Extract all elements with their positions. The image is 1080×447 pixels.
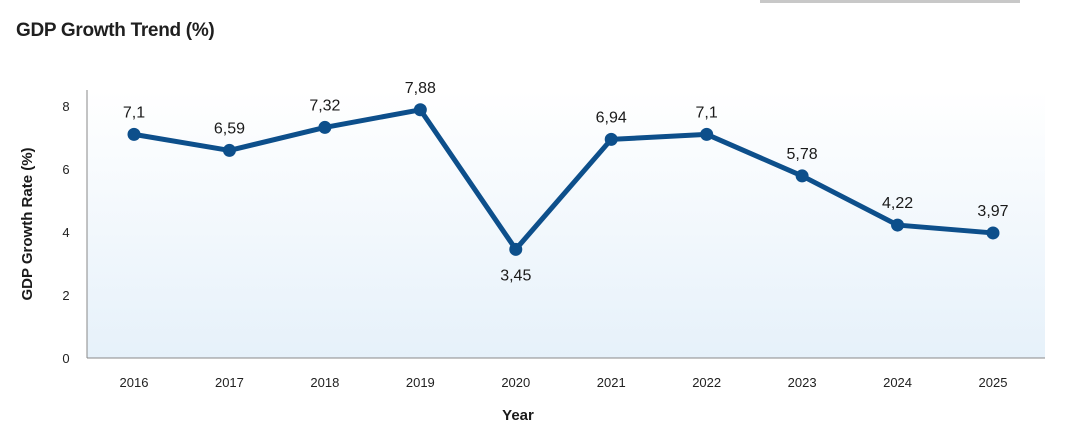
data-point <box>318 120 332 134</box>
x-tick-label: 2022 <box>692 375 721 390</box>
y-tick-label: 2 <box>62 288 69 303</box>
x-tick-label: 2018 <box>310 375 339 390</box>
data-label: 7,1 <box>696 104 718 121</box>
data-point <box>413 103 427 117</box>
y-tick-label: 4 <box>62 225 69 240</box>
header-divider <box>760 0 1020 3</box>
y-tick-label: 0 <box>62 351 69 366</box>
data-point <box>127 127 141 141</box>
data-point <box>700 127 714 141</box>
y-tick-labels: 0 2 4 6 8 <box>62 99 69 366</box>
series-line <box>131 107 996 252</box>
data-label: 5,78 <box>787 146 818 163</box>
x-tick-label: 2019 <box>406 375 435 390</box>
y-tick-label: 8 <box>62 99 69 114</box>
data-point <box>891 218 905 232</box>
data-label: 7,88 <box>405 80 436 97</box>
data-label: 6,59 <box>214 120 245 137</box>
data-points <box>127 103 1000 256</box>
data-labels: 7,1 6,59 7,32 7,88 3,45 6,94 7,1 5,78 4,22 3,97 <box>123 80 1009 285</box>
x-axis-title: Year <box>502 407 534 424</box>
x-tick-label: 2023 <box>788 375 817 390</box>
data-point <box>509 242 523 256</box>
x-tick-label: 2025 <box>979 375 1008 390</box>
data-label: 3,45 <box>500 267 531 284</box>
y-axis-title: GDP Growth Rate (%) <box>19 147 36 300</box>
data-label: 7,1 <box>123 104 145 121</box>
x-tick-label: 2017 <box>215 375 244 390</box>
x-tick-label: 2021 <box>597 375 626 390</box>
x-tick-label: 2016 <box>120 375 149 390</box>
data-point <box>986 226 1000 240</box>
plot-area <box>87 90 1045 358</box>
data-point <box>795 169 809 183</box>
data-point <box>222 143 236 157</box>
data-label: 6,94 <box>596 109 627 126</box>
y-tick-label: 6 <box>62 162 69 177</box>
data-label: 3,97 <box>977 203 1008 220</box>
x-tick-label: 2020 <box>501 375 530 390</box>
data-point <box>604 132 618 146</box>
data-label: 4,22 <box>882 195 913 212</box>
data-label: 7,32 <box>309 97 340 114</box>
chart-title: GDP Growth Trend (%) <box>16 20 215 41</box>
x-tick-labels: 2016 2017 2018 2019 2020 2021 2022 2023 2024 2025 <box>120 375 1008 390</box>
x-tick-label: 2024 <box>883 375 912 390</box>
